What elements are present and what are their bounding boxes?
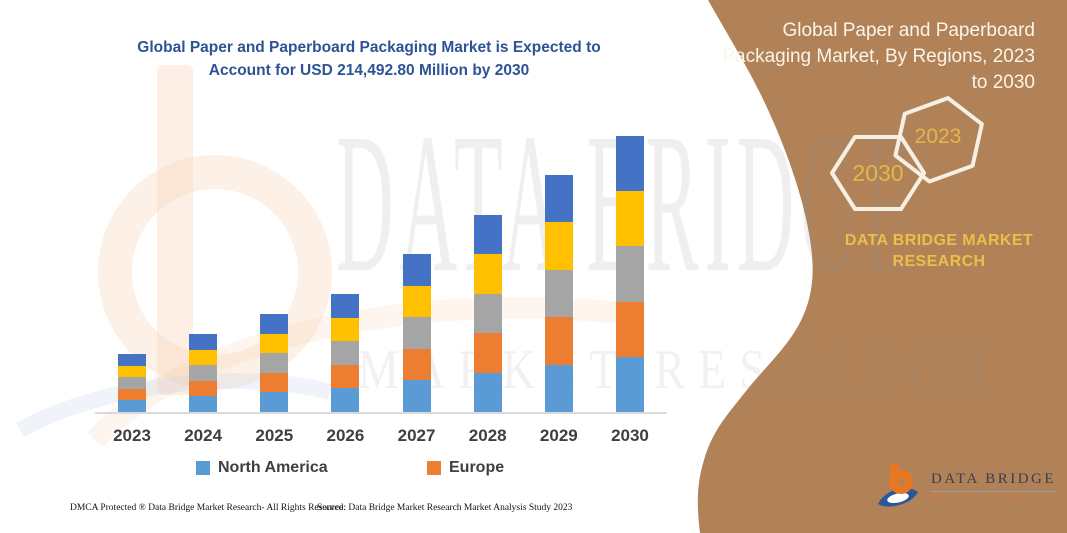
bar-segment xyxy=(544,317,573,365)
bar-segment xyxy=(189,396,218,412)
legend-swatch-europe xyxy=(427,461,441,475)
bar-segment xyxy=(331,294,360,318)
bar-segment xyxy=(473,293,502,334)
bar-2024 xyxy=(189,334,218,412)
brand-gold-line1: DATA BRIDGE MARKET xyxy=(844,232,1034,249)
bar-segment xyxy=(615,301,644,357)
bar-segment xyxy=(615,191,644,247)
hexagon-2030-label: 2030 xyxy=(852,160,903,186)
bar-2023 xyxy=(118,354,146,412)
footer-dmca-text: DMCA Protected ® Data Bridge Market Rese… xyxy=(70,503,346,513)
brand-gold-line2: RESEARCH xyxy=(892,253,986,270)
x-axis-labels: 2023 2024 2025 2026 2027 2028 2029 2030 xyxy=(104,426,658,446)
bar-chart-plot-area xyxy=(118,112,644,412)
bar-segment xyxy=(118,377,146,389)
chart-title-line1: Global Paper and Paperboard Packaging Ma… xyxy=(137,39,601,56)
bar-segment xyxy=(615,246,644,302)
bar-2027 xyxy=(402,254,431,412)
bar-segment xyxy=(118,354,146,366)
tan-panel-shape xyxy=(697,0,1067,533)
bar-segment xyxy=(331,317,360,342)
logo-swoosh-cutout xyxy=(887,492,909,504)
x-axis-label: 2027 xyxy=(397,426,436,445)
bar-segment xyxy=(615,356,644,412)
x-axis-label: 2030 xyxy=(611,426,649,445)
legend-swatch-north-america xyxy=(196,461,210,475)
bar-segment xyxy=(260,333,289,354)
chart-title: Global Paper and Paperboard Packaging Ma… xyxy=(85,36,653,82)
x-axis-label: 2025 xyxy=(255,426,294,445)
bar-segment xyxy=(118,400,146,412)
year-hexagon-badges: 2030 2023 xyxy=(830,96,984,211)
right-panel-title-line1: Global Paper and Paperboard xyxy=(782,20,1035,41)
bar-segment xyxy=(331,364,360,389)
bar-segment xyxy=(402,348,431,381)
right-panel-title-line2: Packaging Market, By Regions, 2023 xyxy=(722,46,1035,67)
x-axis-label: 2028 xyxy=(468,426,507,445)
hexagon-2023-label: 2023 xyxy=(915,125,962,148)
footer-source-text: Source: Data Bridge Market Research Mark… xyxy=(317,503,573,513)
bar-segment xyxy=(118,365,146,378)
bar-segment xyxy=(473,254,502,294)
bar-segment xyxy=(260,314,289,334)
bar-segment xyxy=(544,175,573,223)
x-axis-label: 2026 xyxy=(326,426,365,445)
hexagon-2030 xyxy=(830,135,926,211)
bar-segment xyxy=(473,215,502,255)
legend-item-north-america: North America xyxy=(196,459,328,477)
bar-segment xyxy=(402,317,431,349)
bar-2026 xyxy=(331,294,360,412)
dbmr-logo-icon xyxy=(878,463,918,507)
logo-sub-text: MARKET RESEARCH xyxy=(931,493,1037,500)
bar-segment xyxy=(331,341,360,365)
logo-name-text: DATA BRIDGE xyxy=(931,471,1057,492)
bar-segment xyxy=(615,136,644,192)
bar-segment xyxy=(189,380,218,397)
legend-label-europe: Europe xyxy=(449,459,505,476)
bar-segment xyxy=(544,364,573,412)
bar-2028 xyxy=(473,215,502,412)
bar-segment xyxy=(331,388,360,412)
chart-title-line2: Account for USD 214,492.80 Million by 20… xyxy=(208,62,530,79)
bar-segment xyxy=(189,365,218,381)
x-axis-label: 2024 xyxy=(184,426,223,445)
bar-segment xyxy=(189,349,218,366)
hexagon-2023 xyxy=(893,96,984,184)
bar-2030 xyxy=(615,136,644,412)
bar-segment xyxy=(260,353,289,373)
bar-segment xyxy=(544,269,573,318)
logo-b-bowl xyxy=(889,470,913,494)
x-axis-baseline xyxy=(95,412,667,414)
dbmr-logo: DATA BRIDGE MARKET RESEARCH xyxy=(874,461,1057,509)
right-panel-title: Global Paper and Paperboard Packaging Ma… xyxy=(695,18,1035,96)
bar-segment xyxy=(473,372,502,412)
right-panel-title-line3: to 2030 xyxy=(971,72,1035,93)
legend-item-europe: Europe xyxy=(427,459,504,477)
legend-label-north-america: North America xyxy=(218,459,328,476)
bar-segment xyxy=(260,372,289,393)
bar-segment xyxy=(189,334,218,350)
bar-segment xyxy=(402,285,431,318)
x-axis-label: 2029 xyxy=(539,426,578,445)
bar-segment xyxy=(544,222,573,270)
bar-segment xyxy=(402,254,431,286)
bar-2025 xyxy=(260,314,289,412)
x-axis-label: 2023 xyxy=(113,426,151,445)
bar-segment xyxy=(118,388,146,401)
bar-2029 xyxy=(544,175,573,412)
brand-gold-text: DATA BRIDGE MARKET RESEARCH xyxy=(823,230,1055,272)
bar-segment xyxy=(402,380,431,412)
bar-segment xyxy=(260,392,289,412)
bar-segment xyxy=(473,333,502,373)
